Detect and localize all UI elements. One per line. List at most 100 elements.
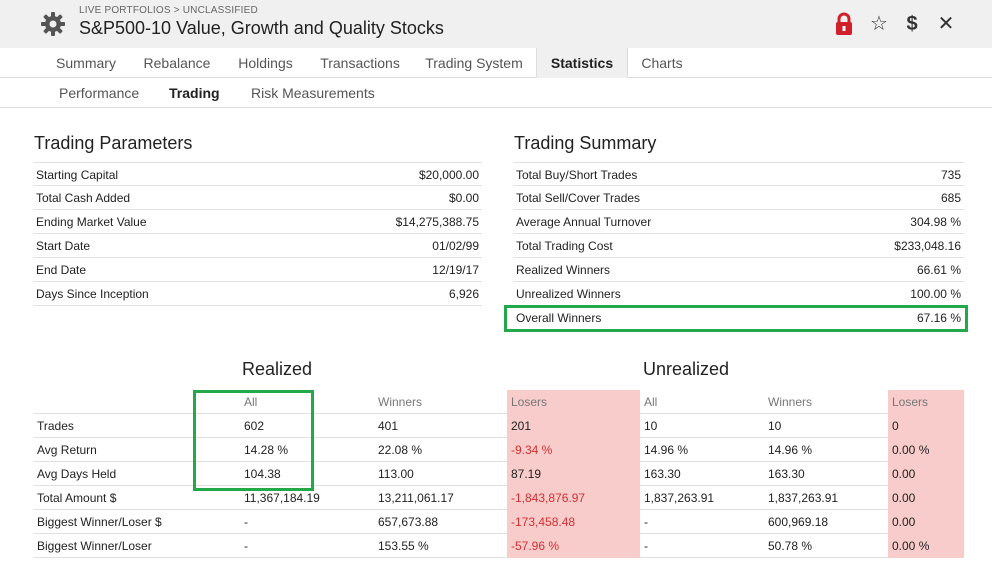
realized-all-highlight [193,390,314,491]
row-value: 67.16 % [916,311,961,325]
trading-parameters-table: Starting Capital $20,000.00 Total Cash Ad… [33,162,482,306]
column-header-realized-losers: Losers [507,390,640,414]
row-label: Start Date [36,239,91,253]
cell-unrealized-winners: 163.30 [768,467,805,481]
table-row: Realized Winners 66.61 % [513,258,964,282]
table-row: Ending Market Value $14,275,388.75 [33,210,482,234]
cell-unrealized-losers: 0.00 [888,510,964,534]
cell-realized-all: 11,367,184.19 [244,491,320,505]
tab-rebalance[interactable]: Rebalance [143,55,211,71]
row-label: Unrealized Winners [516,287,621,301]
row-value: 01/02/99 [432,239,479,253]
sub-tabs: Performance Trading Risk Measurements [0,78,992,108]
table-row: Total Buy/Short Trades 735 [513,162,964,186]
column-header-unrealized-all: All [644,395,658,409]
tab-holdings[interactable]: Holdings [238,55,293,71]
column-header-realized-winners: Winners [378,395,423,409]
tab-statistics[interactable]: Statistics [536,48,628,78]
cell-realized-winners: 113.00 [378,467,414,481]
table-row: Total Cash Added $0.00 [33,186,482,210]
row-label: Realized Winners [516,263,611,277]
table-row: Biggest Winner/Loser -153.55 % -57.96 % -50… [33,534,964,558]
page-title: S&P500-10 Value, Growth and Quality Stoc… [79,18,444,38]
cell-realized-losers: -9.34 % [507,438,640,462]
cell-unrealized-all: - [644,515,648,529]
table-header-row: All Winners Losers All Winners Losers [33,390,964,414]
main-tabs: Summary Rebalance Holdings Transactions … [0,48,992,78]
row-value: 6,926 [448,287,479,301]
row-label: Avg Return [37,443,97,457]
table-row: Total Trading Cost $233,048.16 [513,234,964,258]
table-row: Days Since Inception 6,926 [33,282,482,306]
cell-realized-losers: 201 [507,414,640,438]
tab-charts[interactable]: Charts [641,55,683,71]
row-label: Total Cash Added [36,191,131,205]
cell-unrealized-winners: 600,969.18 [768,515,829,529]
cell-unrealized-all: - [644,539,648,553]
row-label: End Date [36,263,87,277]
statistics-table: All Winners Losers All Winners Losers Trades 60… [33,390,964,558]
row-value: 100.00 % [910,287,961,301]
row-value: $0.00 [448,191,479,205]
table-row: Biggest Winner/Loser $ - 657,673.88 -173,45… [33,510,964,534]
overall-winners-highlight [504,305,968,332]
row-label: Total Amount $ [37,491,117,505]
trading-summary-title: Trading Summary [514,133,657,153]
cell-unrealized-winners: 14.96 % [768,443,813,457]
table-row: Unrealized Winners 100.00 % [513,282,964,306]
subtab-trading[interactable]: Trading [169,85,220,101]
table-row: Avg Return 14.28 % 22.08 % -9.34 % 14.96 % 14… [33,438,964,462]
cell-unrealized-all: 14.96 % [644,443,689,457]
row-label: Ending Market Value [36,215,147,229]
dollar-icon[interactable]: $ [906,13,918,35]
portfolio-header: LIVE PORTFOLIOS > UNCLASSIFIED S&P500-10… [0,0,992,48]
column-header-unrealized-winners: Winners [768,395,813,409]
row-label: Biggest Winner/Loser [37,539,152,553]
tab-transactions[interactable]: Transactions [320,55,400,71]
subtab-performance[interactable]: Performance [59,85,140,101]
row-value: 66.61 % [916,263,961,277]
cell-realized-winners: 153.55 % [378,539,429,553]
realized-title: Realized [242,359,313,379]
tab-trading-system[interactable]: Trading System [425,55,523,71]
table-row: Trades 602 401 201 10 10 0 [33,414,964,438]
cell-unrealized-winners: 10 [768,419,782,433]
close-icon[interactable]: ✕ [937,13,955,35]
table-row: Starting Capital $20,000.00 [33,162,482,186]
cell-realized-losers: -173,458.48 [507,510,640,534]
cell-realized-winners: 401 [378,419,399,433]
cell-unrealized-losers: 0.00 [888,462,964,486]
cell-unrealized-winners: 50.78 % [768,539,813,553]
cell-realized-winners: 22.08 % [378,443,423,457]
row-label: Days Since Inception [36,287,149,301]
cell-realized-all: 14.28 % [244,443,289,457]
subtab-risk-measurements[interactable]: Risk Measurements [251,85,375,101]
row-label: Starting Capital [36,168,119,182]
row-value: 12/19/17 [432,263,479,277]
row-label: Overall Winners [516,311,602,325]
row-label: Total Sell/Cover Trades [516,191,641,205]
row-value: $14,275,388.75 [395,215,479,229]
gear-icon[interactable] [40,11,66,37]
cell-unrealized-winners: 1,837,263.91 [768,491,839,505]
cell-unrealized-losers: 0.00 [888,486,964,510]
table-row: End Date 12/19/17 [33,258,482,282]
cell-realized-all: - [244,539,248,553]
cell-unrealized-all: 1,837,263.91 [644,491,715,505]
cell-unrealized-losers: 0.00 % [888,534,964,558]
cell-unrealized-losers: 0.00 % [888,438,964,462]
cell-realized-all: - [244,515,248,529]
row-value: $233,048.16 [894,239,961,253]
table-row: Start Date 01/02/99 [33,234,482,258]
cell-unrealized-losers: 0 [888,414,964,438]
cell-realized-all: 602 [244,419,265,433]
row-label: Average Annual Turnover [516,215,652,229]
star-icon[interactable]: ☆ [870,13,888,35]
row-value: 685 [940,191,961,205]
tab-summary[interactable]: Summary [56,55,116,71]
lock-icon[interactable] [834,12,854,36]
column-header-realized-all: All [244,395,258,409]
row-value: 735 [940,168,961,182]
row-label: Total Trading Cost [516,239,613,253]
breadcrumb[interactable]: LIVE PORTFOLIOS > UNCLASSIFIED [79,5,258,16]
